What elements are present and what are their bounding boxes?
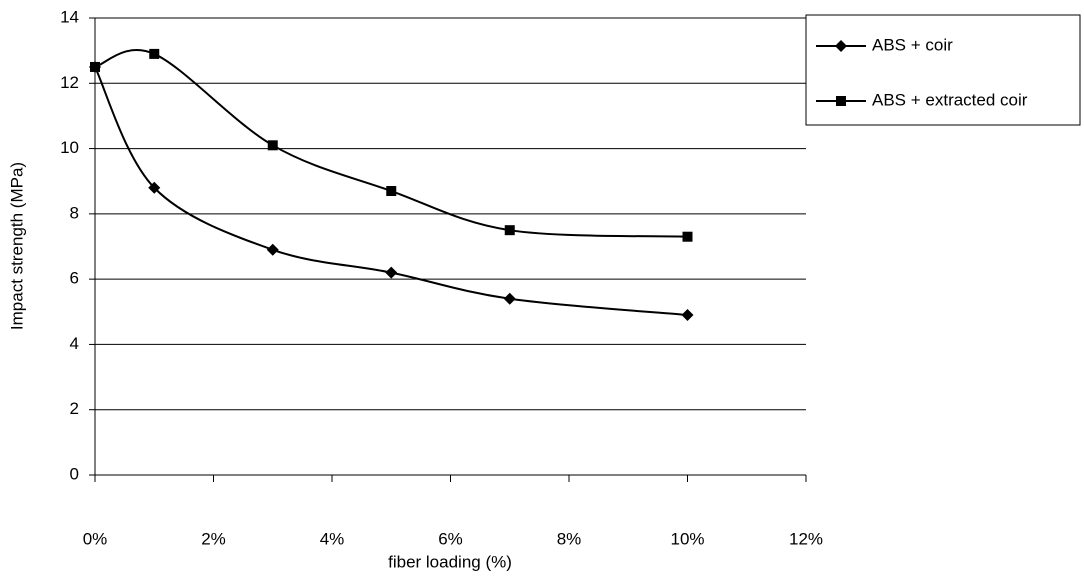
x-tick-label: 10%	[670, 529, 704, 548]
x-axis-title: fiber loading (%)	[388, 552, 512, 571]
x-tick-label: 8%	[557, 529, 582, 548]
y-tick-label: 14	[60, 7, 79, 26]
square-marker	[683, 232, 693, 242]
diamond-marker	[267, 244, 279, 256]
y-axis-title: Impact strength (MPa)	[7, 162, 26, 330]
square-marker	[90, 62, 100, 72]
y-tick-label: 12	[60, 73, 79, 92]
y-tick-label: 2	[70, 399, 79, 418]
square-marker	[505, 225, 515, 235]
x-tick-label: 6%	[438, 529, 463, 548]
x-tick-label: 2%	[201, 529, 226, 548]
y-tick-label: 6	[70, 269, 79, 288]
y-tick-label: 4	[70, 334, 79, 353]
diamond-marker	[504, 293, 516, 305]
legend-label: ABS + extracted coir	[872, 90, 1028, 109]
diamond-marker	[385, 267, 397, 279]
x-tick-label: 4%	[320, 529, 345, 548]
x-tick-label: 12%	[789, 529, 823, 548]
square-marker	[386, 186, 396, 196]
square-marker	[268, 140, 278, 150]
square-marker	[149, 49, 159, 59]
square-marker	[836, 96, 846, 106]
y-tick-label: 0	[70, 464, 79, 483]
series-line	[95, 50, 688, 237]
y-tick-label: 10	[60, 138, 79, 157]
diamond-marker	[682, 309, 694, 321]
x-tick-label: 0%	[83, 529, 108, 548]
y-tick-label: 8	[70, 203, 79, 222]
chart: Impact strength (MPa) fiber loading (%) …	[0, 0, 1084, 576]
legend-label: ABS + coir	[872, 35, 953, 54]
